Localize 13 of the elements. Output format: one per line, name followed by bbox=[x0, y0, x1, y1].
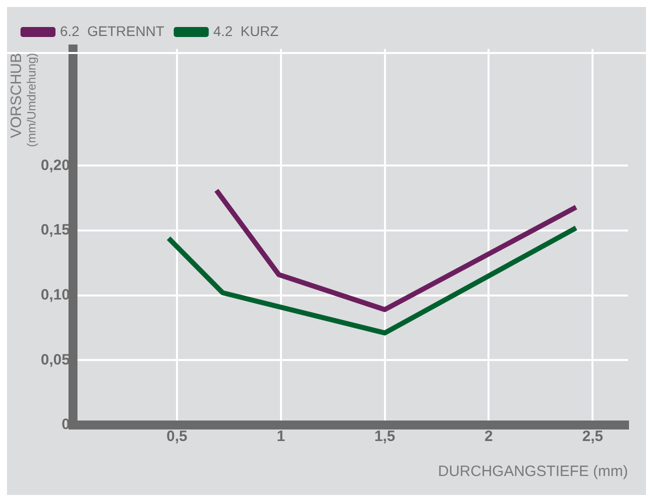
x-tick-label: 0,5 bbox=[166, 428, 188, 446]
x-tick-label: 2 bbox=[484, 428, 493, 446]
y-tick-label: 0,05 bbox=[40, 351, 70, 368]
y-tick-label: 0,20 bbox=[40, 156, 70, 174]
x-tick-label: 1 bbox=[276, 428, 286, 446]
x-tick-label: 2,5 bbox=[582, 428, 604, 446]
y-axis-title: VORSCHUB (mm/Umdrehung) bbox=[8, 53, 38, 148]
legend-label: 4.2 KURZ bbox=[213, 22, 280, 39]
legend-label: 6.2 GETRENNT bbox=[60, 22, 165, 39]
x-tick-label: 1,5 bbox=[374, 428, 396, 446]
y-tick-label: 0,15 bbox=[40, 222, 70, 239]
x-axis-title: DURCHGANGSTIEFE (mm) bbox=[438, 463, 628, 480]
y-tick-label: 0,10 bbox=[40, 286, 70, 304]
